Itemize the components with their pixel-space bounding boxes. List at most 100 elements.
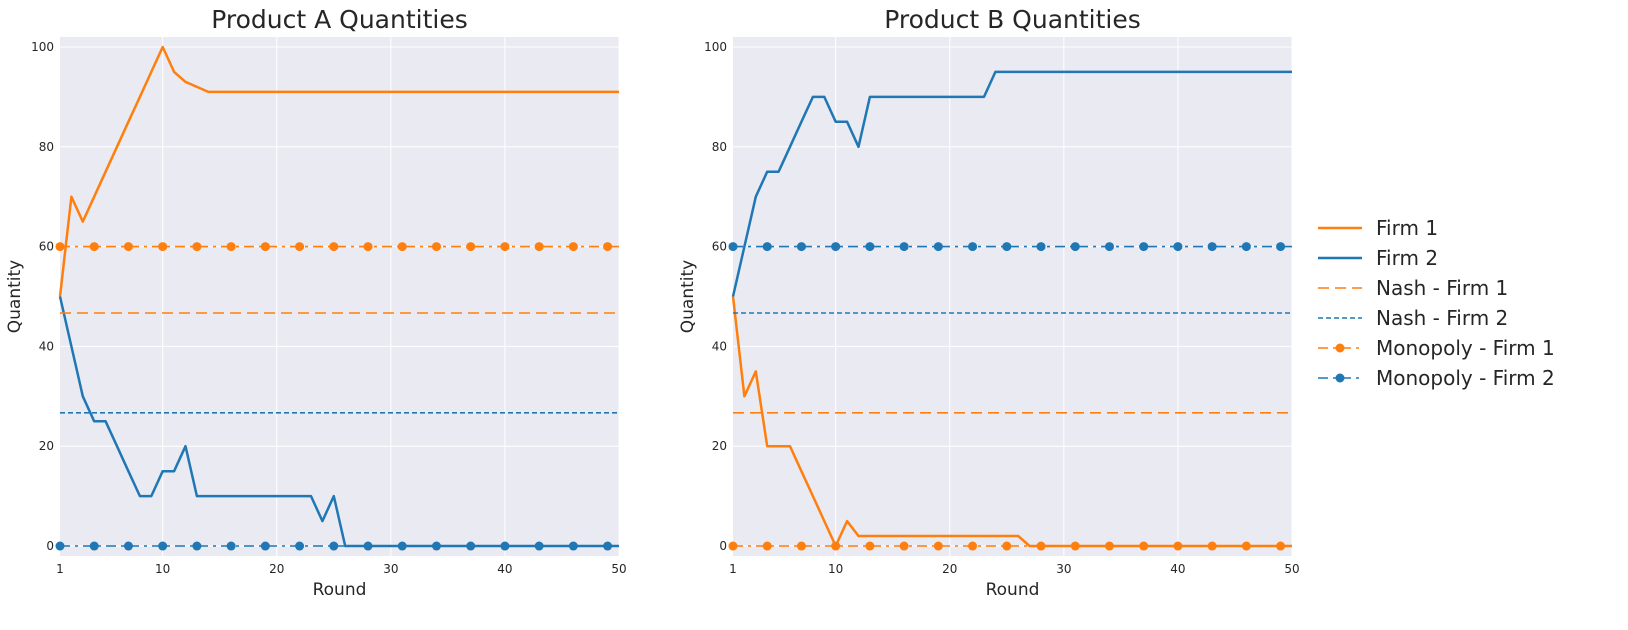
marker-point xyxy=(728,541,738,551)
legend-label: Nash - Firm 1 xyxy=(1376,276,1508,300)
marker-point xyxy=(500,242,510,252)
series-firm-1 xyxy=(731,296,1292,548)
y-tick-label: 20 xyxy=(39,439,54,453)
marker-point xyxy=(1173,541,1183,551)
marker-point xyxy=(1104,242,1114,252)
y-tick-label: 60 xyxy=(712,240,727,254)
x-tick-label: 10 xyxy=(828,562,843,576)
plot-background xyxy=(733,37,1292,556)
y-axis-label: Quantity xyxy=(5,260,25,333)
series-line xyxy=(731,70,1292,297)
x-axis-label: Round xyxy=(986,580,1040,600)
series-monopoly-firm-1 xyxy=(55,242,619,252)
x-axis-label: Round xyxy=(313,580,367,600)
marker-point xyxy=(55,242,65,252)
plot-area xyxy=(60,37,620,556)
x-tick-label: 20 xyxy=(269,562,284,576)
marker-point xyxy=(1139,541,1149,551)
marker-point xyxy=(796,242,806,252)
y-axis-label: Quantity xyxy=(678,260,698,333)
marker-point xyxy=(1276,541,1286,551)
marker-point xyxy=(728,242,738,252)
legend-swatch xyxy=(1318,373,1362,383)
legend-label: Monopoly - Firm 2 xyxy=(1376,366,1555,390)
marker-point xyxy=(466,242,476,252)
x-tick-label: 10 xyxy=(155,562,170,576)
marker-point xyxy=(865,242,875,252)
y-tick-label: 40 xyxy=(39,339,54,353)
marker-point xyxy=(89,242,99,252)
series-line xyxy=(58,45,619,297)
x-tick-label: 40 xyxy=(1170,562,1185,576)
legend-item: Monopoly - Firm 2 xyxy=(1318,366,1555,390)
marker-point xyxy=(397,541,407,551)
marker-point xyxy=(1002,541,1012,551)
marker-point xyxy=(329,242,339,252)
series-monopoly-firm-1 xyxy=(728,541,1292,551)
x-tick-label: 40 xyxy=(497,562,512,576)
marker-point xyxy=(603,541,613,551)
marker-point xyxy=(363,242,373,252)
marker-point xyxy=(397,242,407,252)
marker-point xyxy=(89,541,99,551)
y-tick-label: 60 xyxy=(39,240,54,254)
marker-point xyxy=(1207,242,1217,252)
marker-point xyxy=(899,242,909,252)
marker-point xyxy=(968,242,978,252)
y-tick-label: 40 xyxy=(712,339,727,353)
marker-point xyxy=(1241,541,1251,551)
marker-point xyxy=(158,541,168,551)
x-tick-label: 30 xyxy=(383,562,398,576)
marker-point xyxy=(831,242,841,252)
marker-point xyxy=(55,541,65,551)
x-tick-label: 30 xyxy=(1056,562,1071,576)
marker-point xyxy=(295,541,305,551)
legend-item: Firm 1 xyxy=(1318,216,1438,240)
marker-point xyxy=(226,541,236,551)
marker-point xyxy=(192,541,202,551)
y-tick-label: 80 xyxy=(39,140,54,154)
x-tick-label: 1 xyxy=(729,562,737,576)
marker-point xyxy=(363,541,373,551)
marker-point xyxy=(123,541,133,551)
plot-background xyxy=(60,37,619,556)
marker-point xyxy=(933,242,943,252)
chart-title: Product A Quantities xyxy=(211,5,468,34)
marker-point xyxy=(500,541,510,551)
x-tick-label: 50 xyxy=(1284,562,1299,576)
series-firm-2 xyxy=(731,70,1292,297)
legend-swatch xyxy=(1318,343,1362,353)
legend-label: Firm 2 xyxy=(1376,246,1438,270)
plot-area xyxy=(733,37,1293,556)
legend-label: Firm 1 xyxy=(1376,216,1438,240)
legend-label: Nash - Firm 2 xyxy=(1376,306,1508,330)
marker-point xyxy=(603,242,613,252)
marker-point xyxy=(1207,541,1217,551)
series-monopoly-firm-2 xyxy=(55,541,619,551)
marker-point xyxy=(1002,242,1012,252)
marker-point xyxy=(568,242,578,252)
y-tick-label: 20 xyxy=(712,439,727,453)
chart-title: Product B Quantities xyxy=(884,5,1141,34)
marker-point xyxy=(762,541,772,551)
marker-point xyxy=(295,242,305,252)
marker-point xyxy=(1070,541,1080,551)
marker-point xyxy=(466,541,476,551)
x-tick-label: 50 xyxy=(611,562,626,576)
y-tick-label: 0 xyxy=(46,539,54,553)
marker-point xyxy=(431,242,441,252)
series-firm-1 xyxy=(58,45,619,297)
series-line xyxy=(731,296,1292,548)
x-tick-label: 1 xyxy=(56,562,64,576)
y-tick-label: 80 xyxy=(712,140,727,154)
marker-point xyxy=(260,242,270,252)
chart-product-a: Product A Quantities Round Quantity 1 10 2… xyxy=(5,5,627,600)
legend-item: Monopoly - Firm 1 xyxy=(1318,336,1555,360)
legend-item: Firm 2 xyxy=(1318,246,1438,270)
marker-point xyxy=(1173,242,1183,252)
marker-point xyxy=(431,541,441,551)
series-monopoly-firm-2 xyxy=(728,242,1292,252)
x-tick-label: 20 xyxy=(942,562,957,576)
marker-point xyxy=(158,242,168,252)
